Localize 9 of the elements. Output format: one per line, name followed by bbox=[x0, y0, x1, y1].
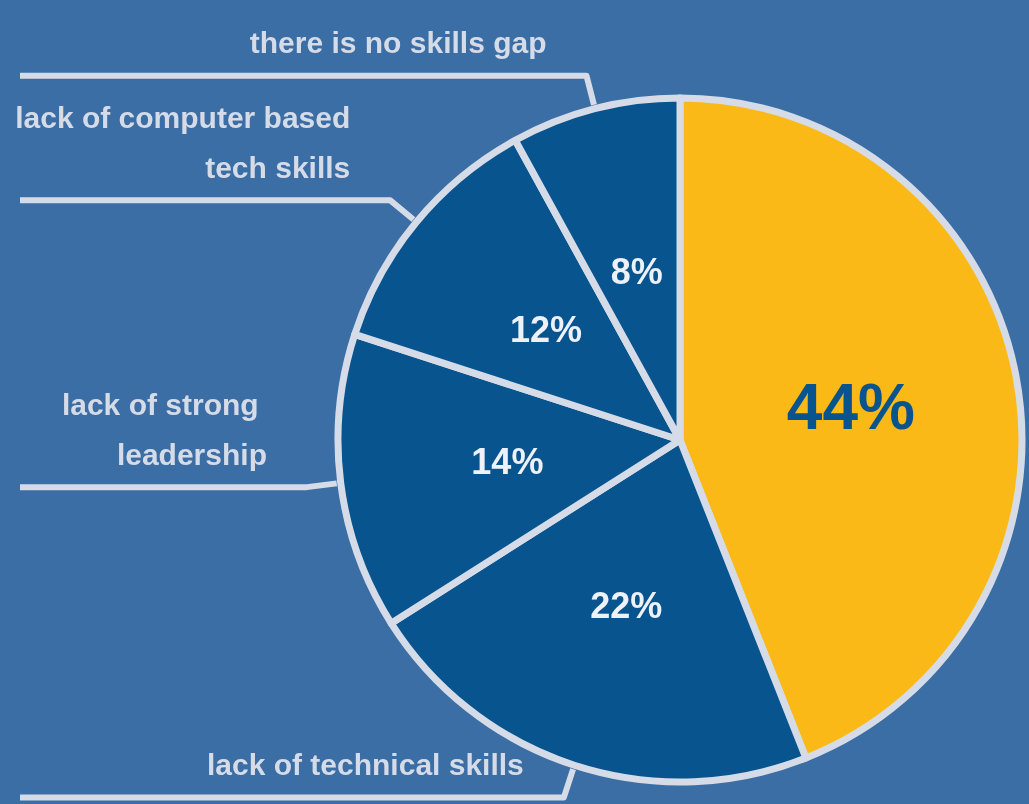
slice-label: lack of technical skills bbox=[206, 748, 524, 782]
slice-label: there is no skills gap bbox=[249, 26, 547, 60]
slice-label: lack of strong leadership bbox=[61, 387, 267, 471]
slice-label: lack of computer based tech skills bbox=[15, 100, 351, 184]
data-label: 14% bbox=[471, 441, 544, 483]
data-label: 22% bbox=[590, 584, 663, 626]
data-label: 44% bbox=[786, 371, 915, 444]
data-label: 12% bbox=[509, 308, 582, 350]
data-label: 8% bbox=[610, 250, 663, 292]
